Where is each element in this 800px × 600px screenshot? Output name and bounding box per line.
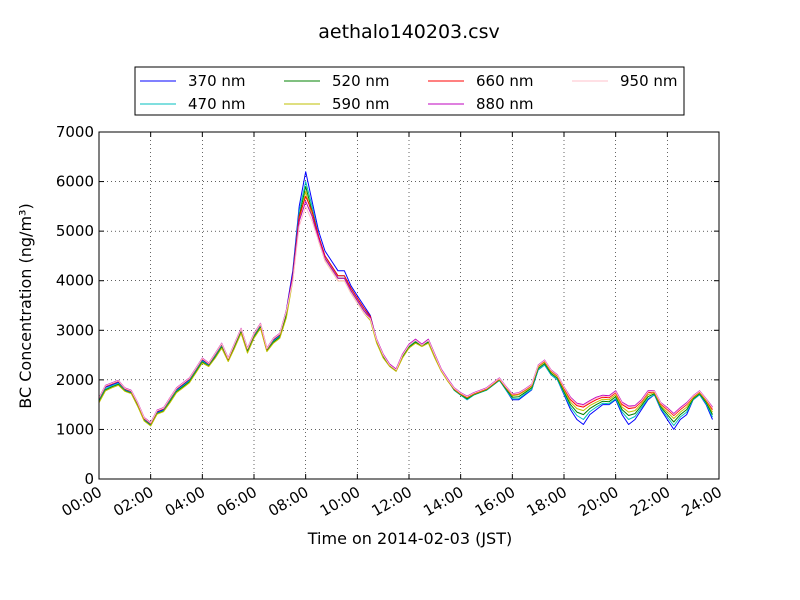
legend-box (134, 66, 685, 116)
plot-frame (98, 131, 720, 480)
y-tick-label: 3000 (56, 321, 94, 339)
legend-label: 520 nm (332, 72, 390, 90)
legend: 370 nm 470 nm 520 nm 590 nm 660 nm 880 nm 950 … (134, 66, 685, 116)
y-tick-label: 4000 (56, 272, 94, 290)
legend-label: 370 nm (188, 72, 246, 90)
series-lines (98, 171, 713, 430)
series-line-470-nm (98, 181, 713, 426)
x-axis-label: Time on 2014-02-03 (JST) (307, 529, 512, 548)
y-tick-label: 5000 (56, 222, 94, 240)
y-tick-label: 0 (84, 470, 94, 488)
legend-label: 590 nm (332, 95, 390, 113)
legend-label: 660 nm (476, 72, 534, 90)
y-axis-label: BC Concentration (ng/m³) (16, 203, 35, 408)
series-line-520-nm (98, 186, 713, 426)
y-tick-label: 7000 (56, 123, 94, 141)
legend-label: 950 nm (620, 72, 678, 90)
series-line-950-nm (98, 205, 713, 424)
series-line-590-nm (98, 191, 713, 427)
legend-label: 880 nm (476, 95, 534, 113)
legend-label: 470 nm (188, 95, 246, 113)
y-tick-labels: 0 1000 2000 3000 4000 5000 6000 7000 (56, 123, 94, 488)
y-tick-label: 1000 (56, 420, 94, 438)
y-tick-label: 6000 (56, 173, 94, 191)
chart-title: aethalo140203.csv (318, 21, 500, 43)
y-tick-label: 2000 (56, 371, 94, 389)
grid-lines (99, 132, 719, 479)
